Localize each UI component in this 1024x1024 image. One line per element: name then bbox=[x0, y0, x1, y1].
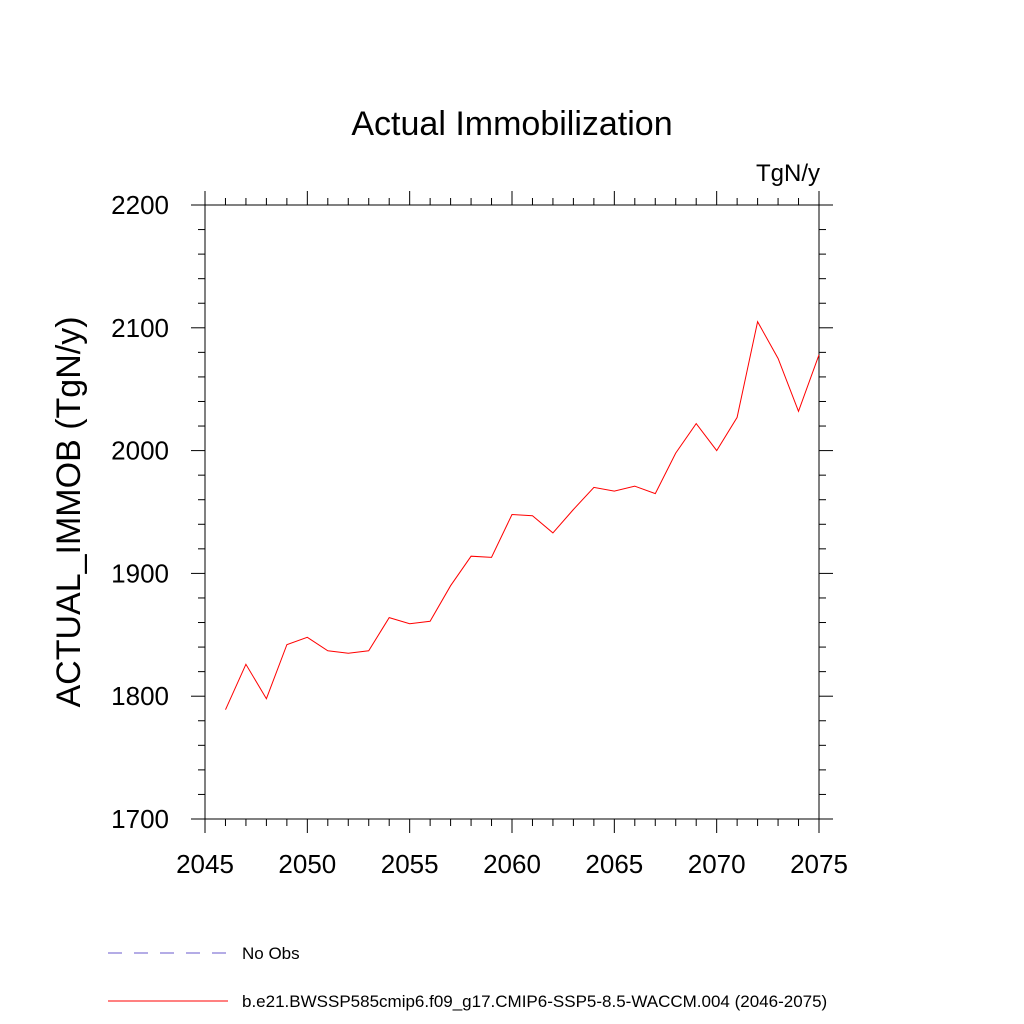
x-tick-label: 2060 bbox=[483, 849, 541, 879]
x-tick-label: 2045 bbox=[176, 849, 234, 879]
y-tick-label: 2000 bbox=[111, 436, 169, 466]
units-label: TgN/y bbox=[756, 160, 820, 187]
chart-title: Actual Immobilization bbox=[351, 105, 672, 143]
x-tick-label: 2050 bbox=[278, 849, 336, 879]
legend: No Obs b.e21.BWSSP585cmip6.f09_g17.CMIP6-… bbox=[108, 944, 827, 1011]
plot-frame bbox=[204, 204, 820, 820]
y-axis-label: ACTUAL_IMMOB (TgN/y) bbox=[50, 316, 88, 707]
x-tick-label: 2055 bbox=[381, 849, 439, 879]
legend-label-2: b.e21.BWSSP585cmip6.f09_g17.CMIP6-SSP5-8… bbox=[242, 992, 827, 1011]
series-lines bbox=[225, 320, 820, 710]
y-tick-label: 1900 bbox=[111, 558, 169, 588]
x-tick-label: 2070 bbox=[688, 849, 746, 879]
y-tick-label: 1800 bbox=[111, 681, 169, 711]
legend-label-1: No Obs bbox=[242, 944, 300, 963]
y-tick-label: 2100 bbox=[111, 313, 169, 343]
series-line-1 bbox=[225, 320, 820, 710]
x-tick-label: 2075 bbox=[790, 849, 848, 879]
y-tick-label: 2200 bbox=[111, 190, 169, 220]
y-tick-label: 1700 bbox=[111, 804, 169, 834]
axes: 2045 2050 2055 2060 2065 2070 2075 1700 1800 1900… bbox=[111, 190, 848, 879]
x-tick-label: 2065 bbox=[585, 849, 643, 879]
